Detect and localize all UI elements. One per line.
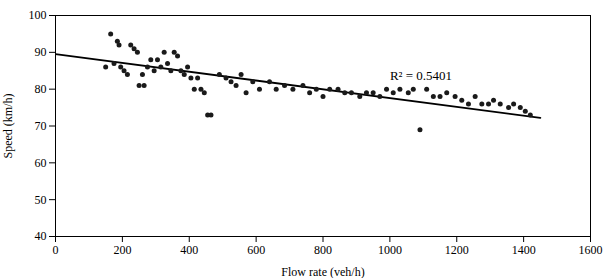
svg-text:90: 90 (35, 45, 47, 59)
svg-text:60: 60 (35, 156, 47, 170)
svg-text:200: 200 (113, 243, 131, 257)
svg-text:80: 80 (35, 82, 47, 96)
svg-text:R² = 0.5401: R² = 0.5401 (390, 68, 452, 83)
svg-text:1200: 1200 (445, 243, 469, 257)
svg-text:800: 800 (314, 243, 332, 257)
svg-text:1000: 1000 (378, 243, 402, 257)
svg-text:0: 0 (53, 243, 59, 257)
svg-text:70: 70 (35, 119, 47, 133)
svg-text:1400: 1400 (512, 243, 536, 257)
svg-text:100: 100 (29, 8, 47, 22)
svg-text:400: 400 (180, 243, 198, 257)
svg-text:600: 600 (247, 243, 265, 257)
svg-text:1600: 1600 (579, 243, 603, 257)
svg-text:Flow rate (veh/h): Flow rate (veh/h) (281, 265, 364, 278)
svg-text:Speed (km/h): Speed (km/h) (1, 94, 15, 159)
svg-text:40: 40 (35, 229, 47, 243)
svg-text:50: 50 (35, 193, 47, 207)
